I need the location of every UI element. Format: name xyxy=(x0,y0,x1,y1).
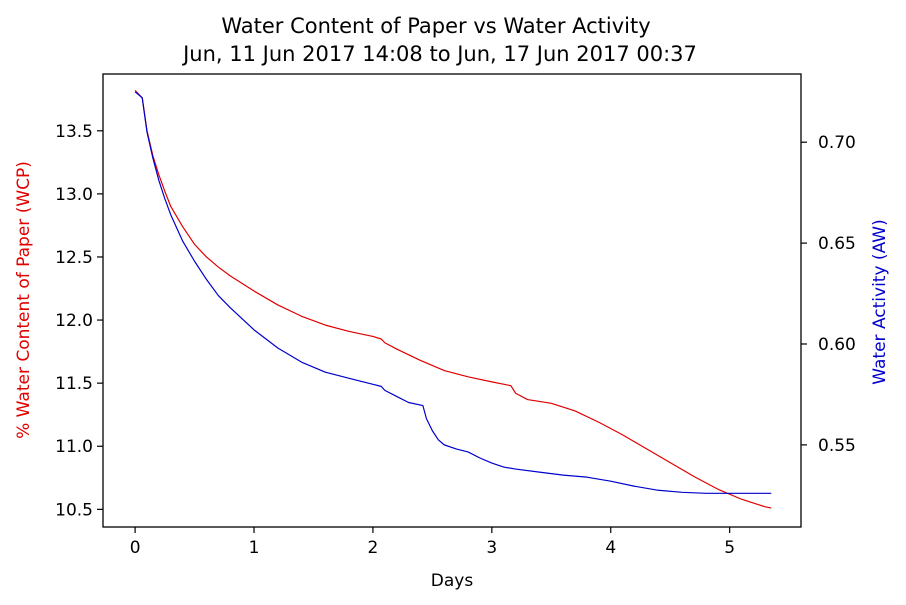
y-right-tick-label: 0.70 xyxy=(818,133,856,153)
y-right-tick-label: 0.60 xyxy=(818,335,856,355)
x-tick-label: 2 xyxy=(368,538,379,558)
x-axis-label: Days xyxy=(431,571,474,591)
y-right-tick-label: 0.65 xyxy=(818,234,856,254)
y-left-tick-label: 11.5 xyxy=(55,374,93,394)
y-axis-right-label: Water Activity (AW) xyxy=(870,219,890,384)
x-tick-label: 1 xyxy=(249,538,260,558)
wcp-series-line xyxy=(134,89,772,509)
y-left-tick-label: 12.5 xyxy=(55,248,93,268)
aw-series-line xyxy=(134,91,772,494)
x-tick-label: 5 xyxy=(724,538,735,558)
y-axis-left-label: % Water Content of Paper (WCP) xyxy=(14,161,34,439)
x-tick-label: 3 xyxy=(486,538,497,558)
y-left-tick-label: 10.5 xyxy=(55,500,93,520)
y-left-tick-label: 12.0 xyxy=(55,311,93,331)
x-tick-label: 4 xyxy=(605,538,616,558)
chart-subtitle: Jun, 11 Jun 2017 14:08 to Jun, 17 Jun 20… xyxy=(181,42,697,66)
x-tick-label: 0 xyxy=(130,538,141,558)
y-right-tick-label: 0.55 xyxy=(818,436,856,456)
plot-lines xyxy=(134,89,772,509)
axis-ticks: 0 1 2 3 4 5 10.5 11.0 11.5 12.0 12.5 13.0 13.5 0.55 0.… xyxy=(55,122,856,558)
plot-frame xyxy=(102,73,802,528)
y-left-tick-label: 13.5 xyxy=(55,122,93,142)
chart-title: Water Content of Paper vs Water Activity xyxy=(221,14,650,38)
y-left-tick-label: 13.0 xyxy=(55,185,93,205)
y-left-tick-label: 11.0 xyxy=(55,437,93,457)
